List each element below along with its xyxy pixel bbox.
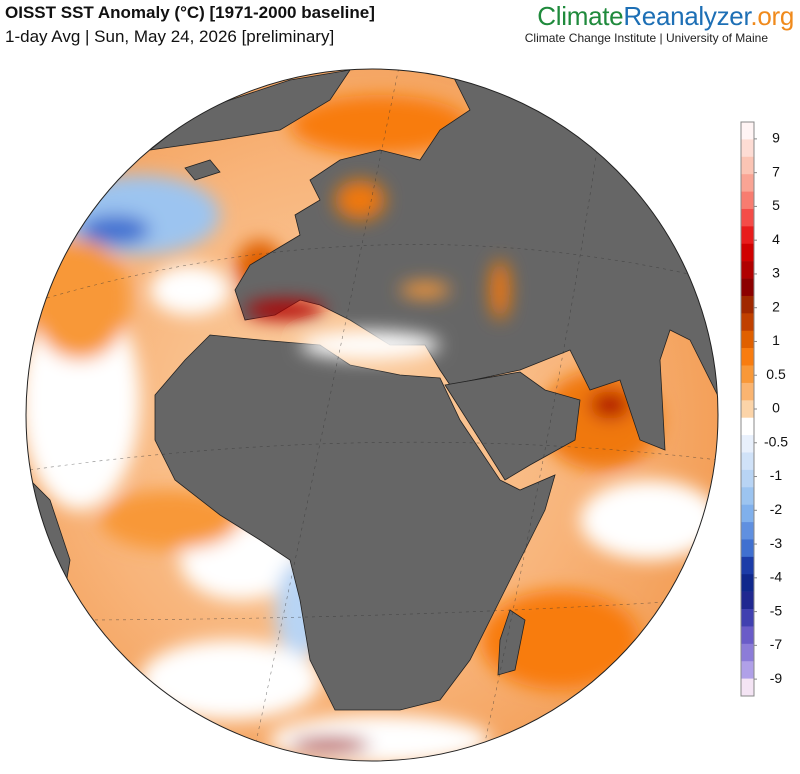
colorbar-label: 4 — [772, 231, 780, 247]
colorbar-segment — [741, 435, 754, 453]
colorbar-label: 7 — [772, 163, 780, 179]
colorbar-label: -2 — [770, 501, 783, 517]
colorbar-segment — [741, 243, 754, 262]
colorbar-segment — [741, 591, 754, 610]
colorbar-label: -7 — [770, 636, 783, 652]
colorbar-segment — [741, 504, 754, 523]
africa — [154, 334, 556, 711]
colorbar-label: -9 — [770, 670, 783, 686]
colorbar-segment — [741, 365, 754, 384]
colorbar-segment — [741, 278, 754, 297]
inland-seas — [245, 180, 510, 359]
colorbar-label: -5 — [770, 602, 783, 618]
globe-outline — [25, 68, 719, 762]
colorbar-segment — [741, 522, 754, 540]
colorbar-segment — [741, 174, 754, 192]
colorbar-segment — [741, 261, 754, 279]
colorbar-segment — [741, 139, 754, 158]
colorbar-segment — [741, 156, 754, 175]
colorbar-segment — [741, 226, 754, 245]
brand-part: Reanalyzer — [623, 1, 751, 31]
colorbar-segment — [741, 678, 754, 697]
colorbar-segment — [741, 556, 754, 575]
colorbar-segment — [741, 400, 754, 418]
colorbar-segment — [741, 417, 754, 436]
colorbar-label: -4 — [770, 569, 783, 585]
brand-part: Climate — [537, 1, 624, 31]
colorbar-segment — [741, 208, 754, 227]
colorbar-label: 1 — [772, 332, 780, 348]
colorbar-label: -3 — [770, 535, 783, 551]
arabia — [444, 371, 581, 481]
colorbar-label: 0 — [772, 400, 780, 416]
brand-tagline: Climate Change Institute | University of… — [524, 31, 768, 45]
madagascar — [497, 609, 526, 676]
colorbar-label: 9 — [772, 130, 780, 146]
colorbar-segment — [741, 382, 754, 401]
colorbar-segment — [741, 348, 754, 366]
brand-part: .org — [750, 1, 794, 31]
colorbar-label: -0.5 — [764, 433, 788, 449]
colorbar-segment — [741, 661, 754, 679]
graticule — [29, 69, 718, 761]
colorbar-segment — [741, 609, 754, 627]
colorbar-label: 3 — [772, 265, 780, 281]
colorbar-label: 0.5 — [766, 366, 786, 382]
colorbar-segment — [741, 191, 754, 210]
colorbar-segment — [741, 313, 754, 332]
colorbar-segment — [741, 574, 754, 592]
iceland — [184, 159, 221, 181]
colorbar-segment — [741, 330, 754, 349]
colorbar-segment — [741, 539, 754, 558]
map-title: OISST SST Anomaly (°C) [1971-2000 baseli… — [5, 3, 375, 22]
colorbar: 9 7 5 4 3 2 1 0.5 0 -0.5 -1 -2 -3 -4 -5 -7 -9 — [740, 121, 788, 697]
colorbar-segment — [741, 643, 754, 662]
map-subtitle: 1-day Avg | Sun, May 24, 2026 [prelimina… — [5, 27, 335, 46]
colorbar-segment — [741, 122, 754, 140]
colorbar-label: -1 — [770, 467, 783, 483]
land — [26, 69, 718, 711]
colorbar-label: 5 — [772, 197, 780, 213]
colorbar-segment — [741, 626, 754, 645]
colorbar-segment — [741, 452, 754, 471]
globe — [26, 69, 718, 761]
colorbar-segment — [741, 469, 754, 488]
colorbar-label: 2 — [772, 298, 780, 314]
brand-logo[interactable]: ClimateReanalyzer.org — [537, 1, 794, 32]
colorbar-segment — [741, 487, 754, 505]
colorbar-segment — [741, 295, 754, 314]
